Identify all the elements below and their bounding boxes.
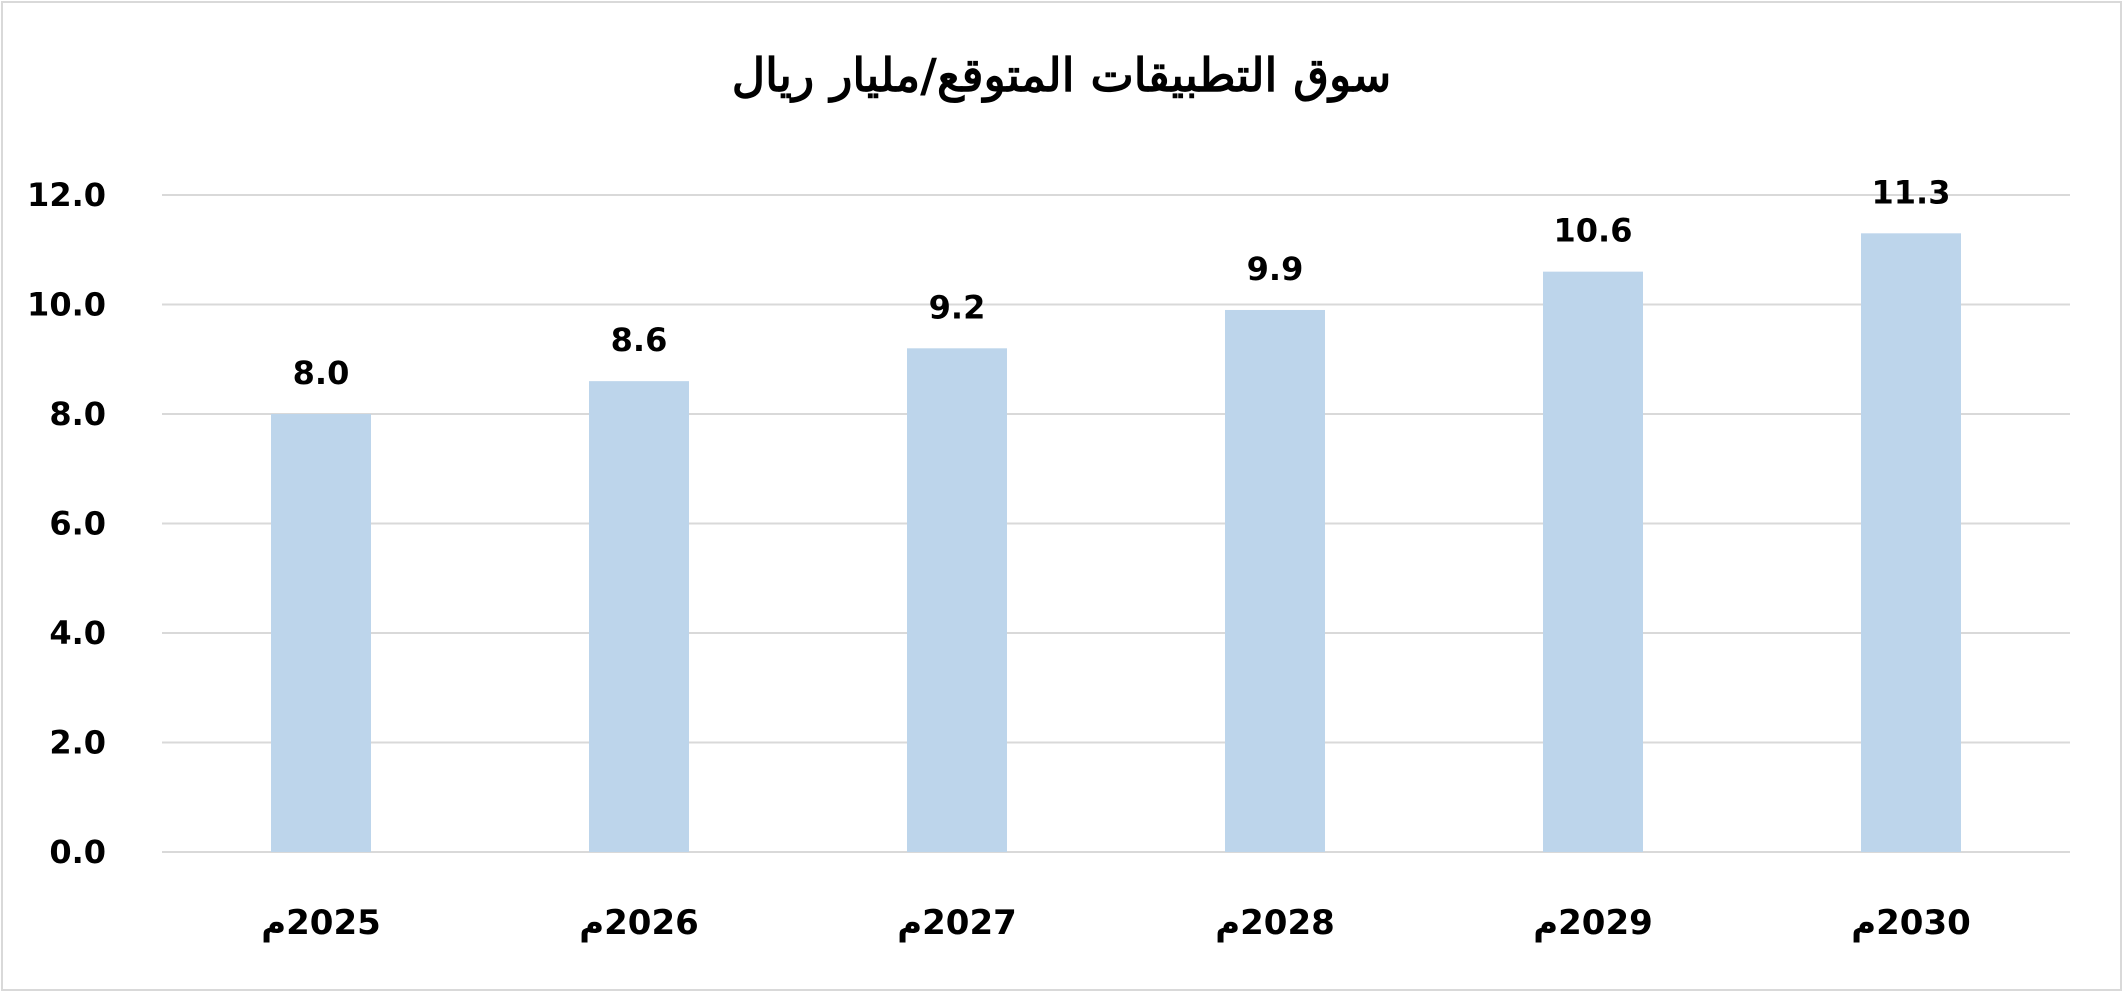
data-label: 8.0: [293, 354, 350, 392]
data-labels: 8.0 8.6 9.2 9.9 10.6 11.3: [293, 173, 1951, 392]
bar: [589, 381, 689, 852]
bar: [271, 414, 371, 852]
bar: [1861, 233, 1961, 852]
x-category-label: 2030م: [1851, 903, 1971, 943]
x-category-label: 2026م: [579, 903, 699, 943]
x-category-label: 2027م: [897, 903, 1017, 943]
data-label: 8.6: [611, 321, 668, 359]
x-axis-category-labels: 2025م 2026م 2027م 2028م 2029م 2030م: [261, 903, 1971, 943]
chart-title: سوق التطبيقات المتوقع/مليار ريال: [731, 48, 1392, 102]
y-tick-label: 4.0: [49, 614, 106, 652]
x-category-label: 2028م: [1215, 903, 1335, 943]
x-category-label: 2025م: [261, 903, 381, 943]
data-label: 11.3: [1872, 173, 1951, 211]
bar: [907, 348, 1007, 852]
x-category-label: 2029م: [1533, 903, 1653, 943]
y-tick-label: 2.0: [49, 724, 106, 762]
data-label: 9.9: [1247, 250, 1304, 288]
data-label: 10.6: [1554, 212, 1633, 250]
bars: [271, 233, 1961, 853]
y-tick-label: 12.0: [27, 176, 106, 214]
y-tick-label: 10.0: [27, 286, 106, 324]
y-tick-label: 6.0: [49, 505, 106, 543]
y-axis-tick-labels: 0.0 2.0 4.0 6.0 8.0 10.0 12.0: [27, 176, 106, 871]
y-tick-label: 0.0: [49, 833, 106, 871]
bar: [1543, 271, 1643, 852]
y-tick-label: 8.0: [49, 395, 106, 433]
gridlines: [162, 194, 2070, 853]
data-label: 9.2: [929, 288, 986, 326]
bar: [1225, 309, 1325, 853]
